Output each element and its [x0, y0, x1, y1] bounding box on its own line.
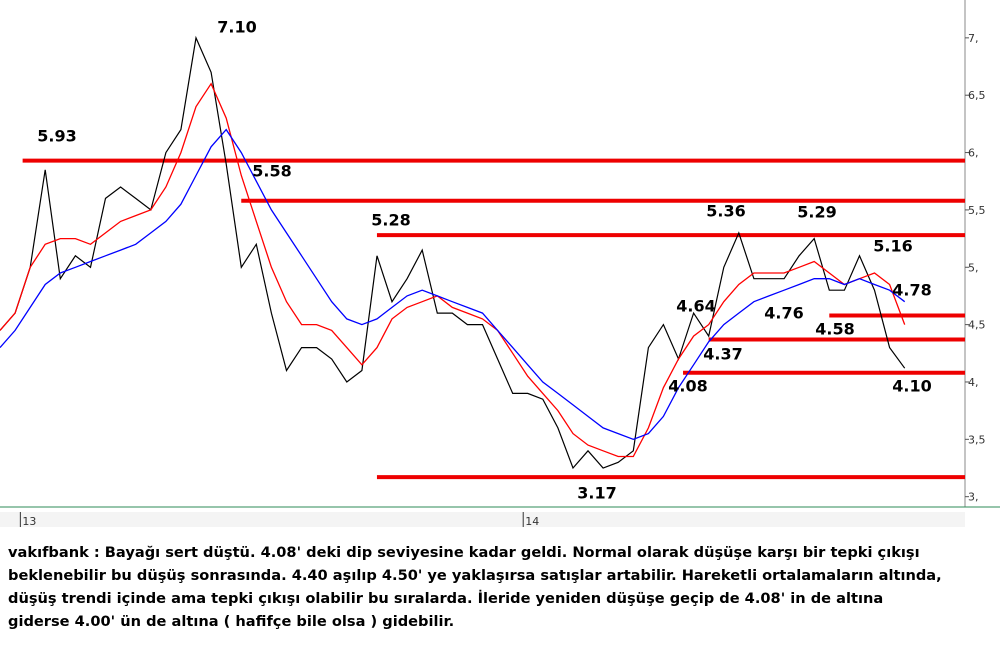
y-tick-label: 6, — [968, 147, 979, 160]
long-moving-average — [0, 128, 906, 440]
caption-line: giderse 4.00' ün de altına ( hafifçe bil… — [8, 613, 455, 630]
price-annotation: 4.37 — [703, 345, 742, 364]
y-tick-label: 5,5 — [968, 204, 986, 217]
price-annotation: 4.08 — [668, 377, 707, 396]
caption-line: vakıfbank : Bayağı sert düştü. 4.08' dek… — [8, 544, 920, 561]
price-annotation: 5.28 — [371, 211, 410, 230]
y-tick-label: 4,5 — [968, 319, 986, 332]
price-line — [0, 35, 906, 470]
price-annotation: 7.10 — [217, 18, 256, 37]
y-tick-label: 3,5 — [968, 433, 986, 446]
chart: 3, 3,5 4, 4,5 5, 5,5 6, 6,5 7, 13 14 7.10 5.93 5.58 5.… — [0, 0, 1000, 528]
caption-line: beklenebilir bu düşüş sonrasında. 4.40 a… — [8, 567, 942, 584]
y-tick-label: 3, — [968, 491, 979, 504]
y-tick-label: 5, — [968, 261, 979, 274]
caption: vakıfbank : Bayağı sert düştü. 4.08' dek… — [8, 541, 942, 633]
price-annotation: 5.16 — [873, 237, 912, 256]
price-annotation: 4.64 — [676, 297, 715, 316]
price-annotation: 5.58 — [252, 162, 291, 181]
price-annotation: 4.10 — [892, 377, 931, 396]
price-annotation: 5.93 — [37, 127, 76, 146]
x-tick-label: 13 — [22, 515, 36, 528]
price-annotation: 5.36 — [706, 202, 745, 221]
y-tick-label: 4, — [968, 376, 979, 389]
price-annotation: 4.58 — [815, 320, 854, 339]
y-tick-label: 6,5 — [968, 89, 986, 102]
price-annotation: 5.29 — [797, 203, 836, 222]
x-tick-label: 14 — [525, 515, 539, 528]
y-tick-label: 7, — [968, 32, 979, 45]
price-annotation: 4.78 — [892, 281, 931, 300]
caption-line: düşüş trendi içinde ama tepki çıkışı ola… — [8, 590, 884, 607]
price-annotation: 3.17 — [577, 484, 616, 503]
short-moving-average — [0, 82, 906, 458]
price-annotation: 4.76 — [764, 304, 803, 323]
x-axis-band — [0, 512, 965, 527]
